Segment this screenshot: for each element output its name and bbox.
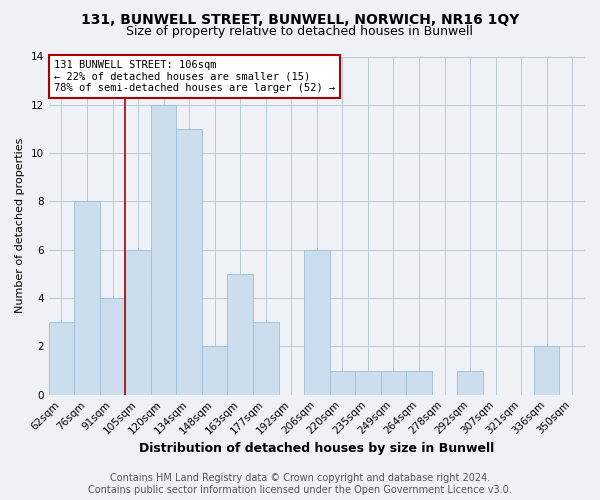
- Bar: [49, 322, 74, 394]
- Text: 131 BUNWELL STREET: 106sqm
← 22% of detached houses are smaller (15)
78% of semi: 131 BUNWELL STREET: 106sqm ← 22% of deta…: [54, 60, 335, 93]
- Bar: [125, 250, 151, 394]
- Bar: [176, 129, 202, 394]
- Bar: [380, 370, 406, 394]
- Y-axis label: Number of detached properties: Number of detached properties: [15, 138, 25, 314]
- Bar: [457, 370, 483, 394]
- Bar: [406, 370, 432, 394]
- Text: Contains HM Land Registry data © Crown copyright and database right 2024.
Contai: Contains HM Land Registry data © Crown c…: [88, 474, 512, 495]
- Bar: [227, 274, 253, 394]
- Bar: [100, 298, 125, 394]
- Bar: [329, 370, 355, 394]
- Bar: [304, 250, 329, 394]
- Bar: [253, 322, 278, 394]
- X-axis label: Distribution of detached houses by size in Bunwell: Distribution of detached houses by size …: [139, 442, 494, 455]
- Bar: [355, 370, 380, 394]
- Bar: [151, 105, 176, 395]
- Bar: [202, 346, 227, 395]
- Text: Size of property relative to detached houses in Bunwell: Size of property relative to detached ho…: [127, 25, 473, 38]
- Bar: [74, 202, 100, 394]
- Text: 131, BUNWELL STREET, BUNWELL, NORWICH, NR16 1QY: 131, BUNWELL STREET, BUNWELL, NORWICH, N…: [81, 12, 519, 26]
- Bar: [534, 346, 559, 395]
